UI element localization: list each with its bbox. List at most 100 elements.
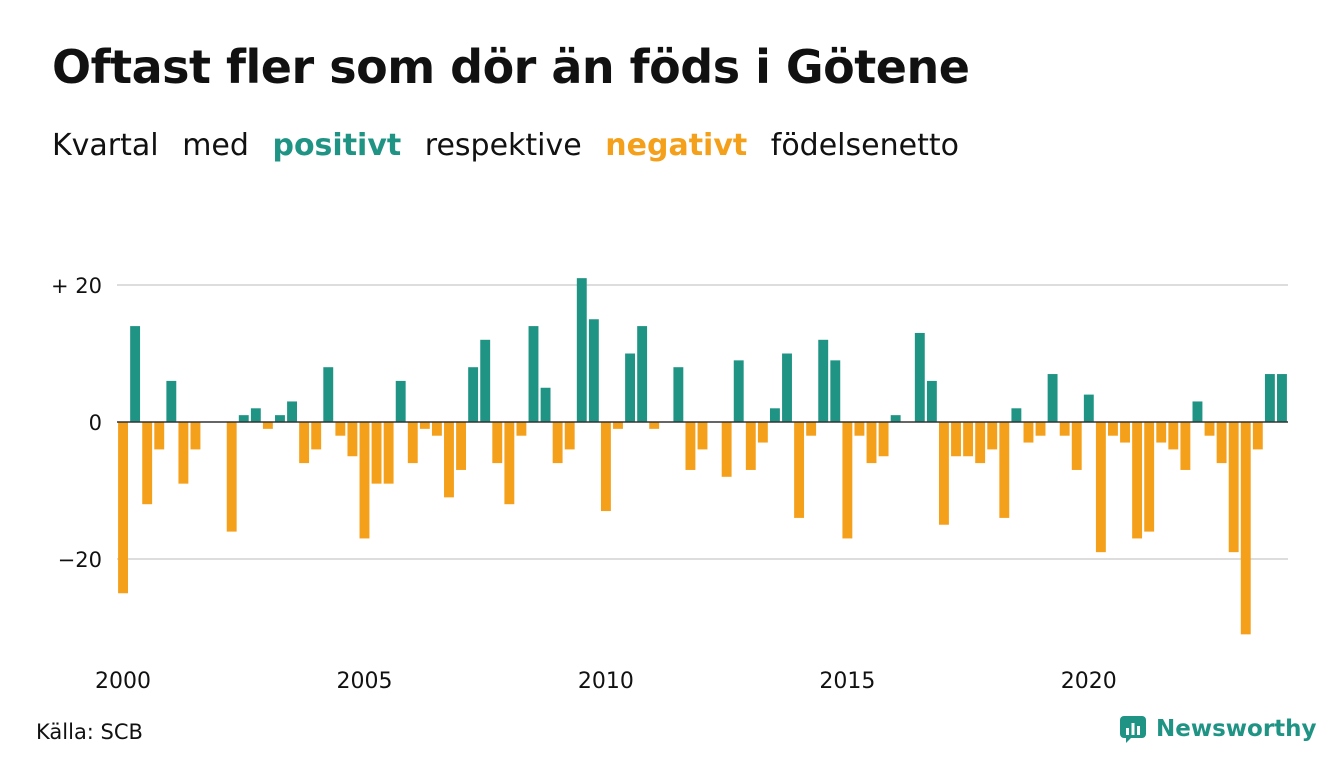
- bar: [1204, 422, 1215, 436]
- bar: [1120, 422, 1130, 443]
- bar: [226, 422, 237, 532]
- bar: [552, 422, 563, 464]
- bar: [878, 422, 889, 457]
- bar: [178, 422, 189, 484]
- subtitle-negative-label: negativt: [605, 128, 748, 163]
- subtitle-word: respektive: [424, 128, 582, 163]
- bar: [625, 353, 636, 422]
- bar: [1059, 422, 1070, 436]
- chart-subtitle: Kvartal med positivt respektive negativt…: [52, 128, 973, 163]
- bar: [480, 339, 491, 422]
- bar: [154, 422, 165, 450]
- y-tick-label: −20: [58, 548, 102, 572]
- bar: [190, 422, 201, 450]
- bar: [769, 408, 780, 422]
- y-tick-label: 0: [89, 411, 102, 435]
- bar: [444, 422, 454, 498]
- bar: [238, 415, 249, 422]
- bar: [721, 422, 732, 477]
- bar: [275, 415, 285, 422]
- bar: [323, 367, 334, 422]
- bar: [1011, 408, 1022, 422]
- bar: [142, 422, 153, 505]
- bar: [1156, 422, 1167, 443]
- bar: [130, 326, 141, 422]
- bar-chart: + 20 0 −20 2000 2005 2010 2015 2020: [51, 274, 1288, 694]
- bar: [456, 422, 467, 470]
- bar: [1277, 374, 1287, 422]
- bar: [564, 422, 575, 450]
- bar: [1047, 374, 1058, 422]
- subtitle-word: Kvartal: [52, 128, 159, 163]
- newsworthy-logo-icon: [1120, 716, 1146, 743]
- bar: [697, 422, 708, 450]
- bar: [745, 422, 756, 470]
- bar: [299, 422, 310, 464]
- bar: [395, 380, 406, 422]
- bar: [166, 380, 177, 422]
- bar: [1192, 401, 1203, 422]
- bar: [818, 339, 829, 422]
- bar: [673, 367, 684, 422]
- bar: [287, 401, 297, 422]
- bar: [685, 422, 696, 470]
- bar: [1071, 422, 1082, 470]
- x-tick-label: 2020: [1061, 669, 1117, 694]
- bar: [250, 408, 261, 422]
- bar: [347, 422, 358, 457]
- bar: [1108, 422, 1118, 436]
- subtitle-word: födelsenetto: [770, 128, 959, 163]
- bar: [383, 422, 394, 484]
- y-tick-label: + 20: [51, 274, 102, 298]
- bar: [1023, 422, 1034, 443]
- bar: [528, 326, 539, 422]
- brand-logo: Newsworthy: [1118, 714, 1317, 744]
- bar: [842, 422, 853, 539]
- bar: [649, 422, 660, 429]
- bar: [951, 422, 961, 457]
- bar: [757, 422, 768, 443]
- bar: [987, 422, 998, 450]
- bar: [540, 387, 551, 422]
- bar: [914, 332, 925, 422]
- bar: [733, 360, 744, 422]
- bar: [1144, 422, 1155, 532]
- bar: [1168, 422, 1179, 450]
- bar: [371, 422, 382, 484]
- bar: [1095, 422, 1106, 553]
- bar: [866, 422, 877, 464]
- bar: [794, 422, 805, 518]
- bar: [1228, 422, 1239, 553]
- bar: [975, 422, 986, 464]
- bar: [118, 422, 128, 594]
- bar: [637, 326, 648, 422]
- bar: [890, 415, 901, 422]
- x-tick-label: 2000: [95, 669, 151, 694]
- x-tick-label: 2005: [336, 669, 392, 694]
- bar: [359, 422, 370, 539]
- bar: [854, 422, 865, 436]
- bar: [504, 422, 515, 505]
- bar: [492, 422, 503, 464]
- bar: [1035, 422, 1046, 436]
- chart-title: Oftast fler som dör än föds i Götene: [52, 40, 970, 94]
- bar: [1132, 422, 1143, 539]
- bar: [431, 422, 442, 436]
- bar: [516, 422, 527, 436]
- x-tick-label: 2015: [819, 669, 875, 694]
- bar: [1252, 422, 1263, 450]
- bar: [1240, 422, 1251, 635]
- bar: [999, 422, 1010, 518]
- bar: [963, 422, 974, 457]
- bar: [600, 422, 611, 512]
- bar: [262, 422, 273, 429]
- bar: [1216, 422, 1227, 464]
- bar: [782, 353, 792, 422]
- bar: [1083, 394, 1094, 422]
- bar: [1180, 422, 1191, 470]
- source-note: Källa: SCB: [36, 720, 143, 744]
- bar: [806, 422, 817, 436]
- x-tick-label: 2010: [578, 669, 634, 694]
- bar: [588, 319, 599, 422]
- bar: [407, 422, 418, 464]
